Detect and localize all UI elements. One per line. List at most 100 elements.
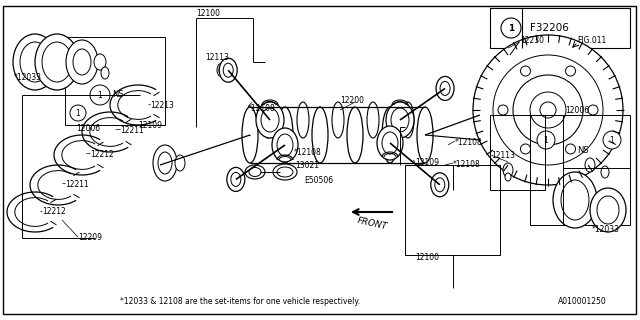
Circle shape	[90, 85, 110, 105]
Text: 1: 1	[543, 135, 548, 145]
Text: 12200: 12200	[340, 95, 364, 105]
Ellipse shape	[277, 167, 293, 177]
Text: *12033 & 12108 are the set-items for one vehicle respectively.: *12033 & 12108 are the set-items for one…	[120, 298, 360, 307]
Text: *12108: *12108	[294, 148, 322, 156]
Circle shape	[537, 131, 555, 149]
Ellipse shape	[249, 167, 261, 177]
Text: FRONT: FRONT	[356, 216, 388, 232]
Ellipse shape	[377, 126, 403, 160]
Ellipse shape	[561, 180, 589, 220]
Circle shape	[520, 144, 531, 154]
Ellipse shape	[273, 164, 297, 180]
Circle shape	[530, 92, 566, 128]
Circle shape	[501, 18, 521, 38]
Bar	[65, 37, 165, 125]
Ellipse shape	[219, 66, 225, 75]
Text: 12113: 12113	[491, 150, 515, 159]
Ellipse shape	[435, 178, 445, 192]
Text: 12212: 12212	[90, 149, 114, 158]
Ellipse shape	[367, 102, 379, 138]
Ellipse shape	[66, 40, 98, 84]
Ellipse shape	[277, 107, 293, 163]
Ellipse shape	[101, 67, 109, 79]
Ellipse shape	[220, 58, 237, 82]
Ellipse shape	[505, 173, 511, 181]
Ellipse shape	[35, 34, 79, 90]
Ellipse shape	[440, 82, 450, 95]
Bar	[490, 115, 545, 190]
Ellipse shape	[42, 42, 72, 82]
Text: 1: 1	[508, 23, 514, 33]
Ellipse shape	[382, 107, 398, 163]
Ellipse shape	[553, 172, 597, 228]
Ellipse shape	[601, 166, 609, 178]
Text: NS: NS	[112, 90, 124, 99]
Circle shape	[540, 102, 556, 118]
Circle shape	[498, 105, 508, 115]
Text: *12108: *12108	[248, 103, 276, 113]
Text: 12113: 12113	[205, 52, 229, 61]
Text: NS: NS	[577, 146, 589, 155]
Text: *12108: *12108	[455, 138, 483, 147]
Ellipse shape	[20, 42, 50, 82]
Ellipse shape	[223, 63, 233, 77]
Ellipse shape	[217, 63, 227, 77]
Ellipse shape	[312, 107, 328, 163]
Circle shape	[588, 105, 598, 115]
Ellipse shape	[175, 155, 185, 171]
Ellipse shape	[402, 102, 414, 138]
Text: 13021: 13021	[295, 161, 319, 170]
Ellipse shape	[503, 163, 513, 177]
Text: 12006: 12006	[565, 106, 589, 115]
Text: 12212: 12212	[42, 207, 66, 217]
Text: *12033: *12033	[14, 73, 42, 82]
Bar	[530, 115, 630, 225]
Text: 1: 1	[98, 91, 102, 100]
Ellipse shape	[245, 165, 265, 179]
Ellipse shape	[227, 167, 245, 191]
Ellipse shape	[391, 108, 409, 132]
Text: 12100: 12100	[196, 9, 220, 18]
Ellipse shape	[590, 188, 626, 232]
Ellipse shape	[436, 76, 454, 100]
Bar	[490, 8, 630, 48]
Ellipse shape	[277, 134, 293, 156]
Circle shape	[566, 66, 575, 76]
Text: 12100: 12100	[415, 253, 439, 262]
Ellipse shape	[297, 102, 309, 138]
Text: 12109: 12109	[415, 157, 439, 166]
Text: F32206: F32206	[530, 23, 569, 33]
Ellipse shape	[242, 107, 258, 163]
Ellipse shape	[386, 102, 414, 138]
Ellipse shape	[231, 172, 241, 187]
Text: A010001250: A010001250	[558, 298, 607, 307]
Text: 12230: 12230	[520, 36, 544, 44]
Text: 12211: 12211	[120, 125, 144, 134]
Ellipse shape	[417, 107, 433, 163]
Circle shape	[473, 35, 623, 185]
Text: 1: 1	[610, 135, 614, 145]
Circle shape	[520, 66, 531, 76]
Text: 12209: 12209	[78, 234, 102, 243]
Ellipse shape	[262, 102, 274, 138]
Text: *12108: *12108	[453, 159, 481, 169]
Ellipse shape	[332, 102, 344, 138]
Text: 12109: 12109	[138, 121, 162, 130]
Ellipse shape	[261, 108, 279, 132]
Ellipse shape	[431, 173, 449, 197]
Circle shape	[493, 55, 603, 165]
Text: 12211: 12211	[65, 180, 89, 188]
Ellipse shape	[347, 107, 363, 163]
Ellipse shape	[13, 34, 57, 90]
Text: 12006: 12006	[76, 124, 100, 132]
Bar	[405, 165, 500, 255]
Text: E50506: E50506	[304, 175, 333, 185]
Ellipse shape	[73, 49, 91, 75]
Text: 1: 1	[76, 108, 81, 117]
Ellipse shape	[585, 158, 595, 172]
Ellipse shape	[597, 196, 619, 224]
Ellipse shape	[382, 132, 398, 154]
Ellipse shape	[256, 102, 284, 138]
Text: 12213: 12213	[150, 100, 174, 109]
Ellipse shape	[153, 145, 177, 181]
